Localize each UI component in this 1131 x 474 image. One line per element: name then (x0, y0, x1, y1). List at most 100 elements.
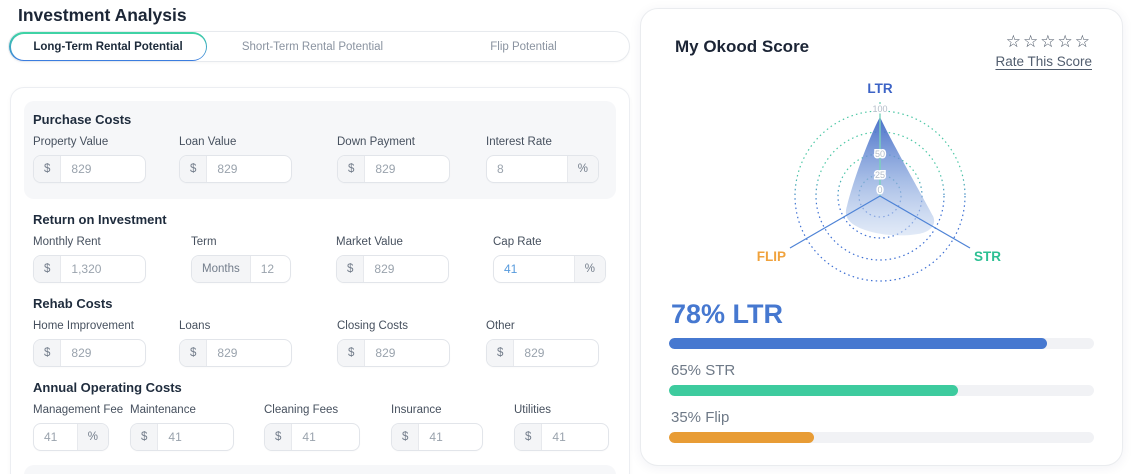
field-insurance: Insurance $ 41 (391, 404, 514, 451)
section-annual-operating-costs: Annual Operating Costs Management Fee 41… (24, 367, 616, 451)
okood-score-card: My Okood Score ☆☆☆☆☆ Rate This Score (640, 8, 1123, 466)
score-card-title: My Okood Score (675, 37, 810, 56)
cleaning-fees-input[interactable]: $ 41 (264, 423, 360, 451)
section-title: Return on Investment (33, 212, 167, 227)
radar-label-ltr: LTR (867, 81, 892, 96)
currency-prefix: $ (338, 340, 366, 366)
interest-rate-input[interactable]: 8 % (486, 155, 599, 183)
currency-prefix: $ (131, 424, 159, 450)
currency-prefix: $ (180, 340, 208, 366)
field-label: Loans (179, 320, 211, 332)
star-rating[interactable]: ☆☆☆☆☆ (1005, 32, 1092, 51)
field-label: Term (191, 236, 217, 248)
currency-prefix: $ (34, 156, 62, 182)
field-label: Other (486, 320, 515, 332)
currency-prefix: $ (265, 424, 293, 450)
input-value: 829 (71, 346, 92, 360)
tab-long-term-rental-label: Long-Term Rental Potential (10, 33, 206, 60)
section-title: Rehab Costs (33, 296, 113, 311)
tab-flip-potential[interactable]: Flip Potential (490, 40, 557, 53)
tab-long-term-rental[interactable]: Long-Term Rental Potential (9, 32, 207, 61)
tab-short-term-rental[interactable]: Short-Term Rental Potential (241, 40, 384, 53)
maintenance-input[interactable]: $ 41 (130, 423, 234, 451)
currency-prefix: $ (180, 156, 208, 182)
score-bar-fill (669, 385, 958, 396)
str-score-track (669, 385, 1094, 396)
input-value: 12 (260, 262, 275, 276)
closing-costs-input[interactable]: $ 829 (337, 339, 450, 367)
radar-label-flip: FLIP (756, 249, 785, 264)
currency-prefix: $ (34, 340, 62, 366)
field-label: Maintenance (130, 404, 196, 416)
market-value-input[interactable]: $ 829 (336, 255, 449, 283)
field-label: Loan Value (179, 136, 237, 148)
radar-tick-0: 0 (877, 185, 882, 195)
radar-label-str: STR (974, 249, 1001, 264)
input-value: 41 (302, 430, 316, 444)
score-bar-fill (669, 338, 1048, 349)
insurance-input[interactable]: $ 41 (391, 423, 483, 451)
field-interest-rate: Interest Rate 8 % (486, 136, 607, 183)
results-section-partial (24, 465, 616, 474)
radar-axis-flip (789, 195, 880, 249)
down-payment-input[interactable]: $ 829 (337, 155, 450, 183)
field-maintenance: Maintenance $ 41 (130, 404, 264, 451)
rate-this-score-link[interactable]: Rate This Score (995, 54, 1092, 69)
currency-prefix: $ (392, 424, 420, 450)
input-value: 829 (217, 162, 238, 176)
input-value: 8 (497, 162, 504, 176)
field-label: Closing Costs (337, 320, 408, 332)
field-label: Home Improvement (33, 320, 134, 332)
score-bar-fill (669, 432, 814, 443)
radar-tick-100: 100 (872, 104, 887, 114)
monthly-rent-input[interactable]: $ 1,320 (33, 255, 146, 283)
field-property-value: Property Value $ 829 (33, 136, 179, 183)
input-value: 41 (504, 262, 518, 276)
section-title: Annual Operating Costs (33, 380, 182, 395)
field-label: Monthly Rent (33, 236, 101, 248)
property-value-input[interactable]: $ 829 (33, 155, 146, 183)
home-improvement-input[interactable]: $ 829 (33, 339, 146, 367)
currency-prefix: $ (34, 256, 62, 282)
input-value: 1,320 (71, 262, 102, 276)
field-label: Interest Rate (486, 136, 552, 148)
page-title: Investment Analysis (18, 5, 187, 25)
field-cleaning-fees: Cleaning Fees $ 41 (264, 404, 391, 451)
ltr-score-track (669, 338, 1094, 349)
section-return-on-investment: Return on Investment Monthly Rent $ 1,32… (24, 199, 616, 283)
field-label: Insurance (391, 404, 442, 416)
currency-prefix: $ (515, 424, 543, 450)
cap-rate-input[interactable]: 41 % (493, 255, 606, 283)
loans-input[interactable]: $ 829 (179, 339, 292, 367)
field-label: Management Fee (33, 404, 124, 416)
radar-score-area (845, 117, 934, 236)
field-label: Cap Rate (493, 236, 542, 248)
flip-score-track (669, 432, 1094, 443)
input-value: 829 (375, 346, 396, 360)
loan-value-input[interactable]: $ 829 (179, 155, 292, 183)
term-input[interactable]: Months 12 (191, 255, 291, 283)
field-closing-costs: Closing Costs $ 829 (337, 320, 486, 367)
field-label: Cleaning Fees (264, 404, 339, 416)
field-label: Down Payment (337, 136, 415, 148)
input-value: 829 (217, 346, 238, 360)
investment-form-card: Purchase Costs Property Value $ 829 Loan… (10, 87, 630, 474)
input-value: 829 (524, 346, 545, 360)
field-label: Property Value (33, 136, 109, 148)
section-rehab-costs: Rehab Costs Home Improvement $ 829 Loans… (24, 283, 616, 367)
okood-radar-chart: 100 50 25 0 LTR STR FLIP (722, 75, 1042, 293)
field-label: Utilities (514, 404, 552, 416)
flip-score-label: 35% Flip (671, 409, 730, 426)
utilities-input[interactable]: $ 41 (514, 423, 609, 451)
other-input[interactable]: $ 829 (486, 339, 599, 367)
input-value: 41 (429, 430, 443, 444)
percent-suffix: % (573, 256, 605, 282)
radar-tick-50: 50 (874, 149, 884, 159)
input-value: 829 (71, 162, 92, 176)
input-value: 41 (44, 430, 58, 444)
input-value: 829 (374, 262, 395, 276)
management-fee-input[interactable]: 41 % (33, 423, 109, 451)
input-value: 829 (375, 162, 396, 176)
field-utilities: Utilities $ 41 (514, 404, 609, 451)
